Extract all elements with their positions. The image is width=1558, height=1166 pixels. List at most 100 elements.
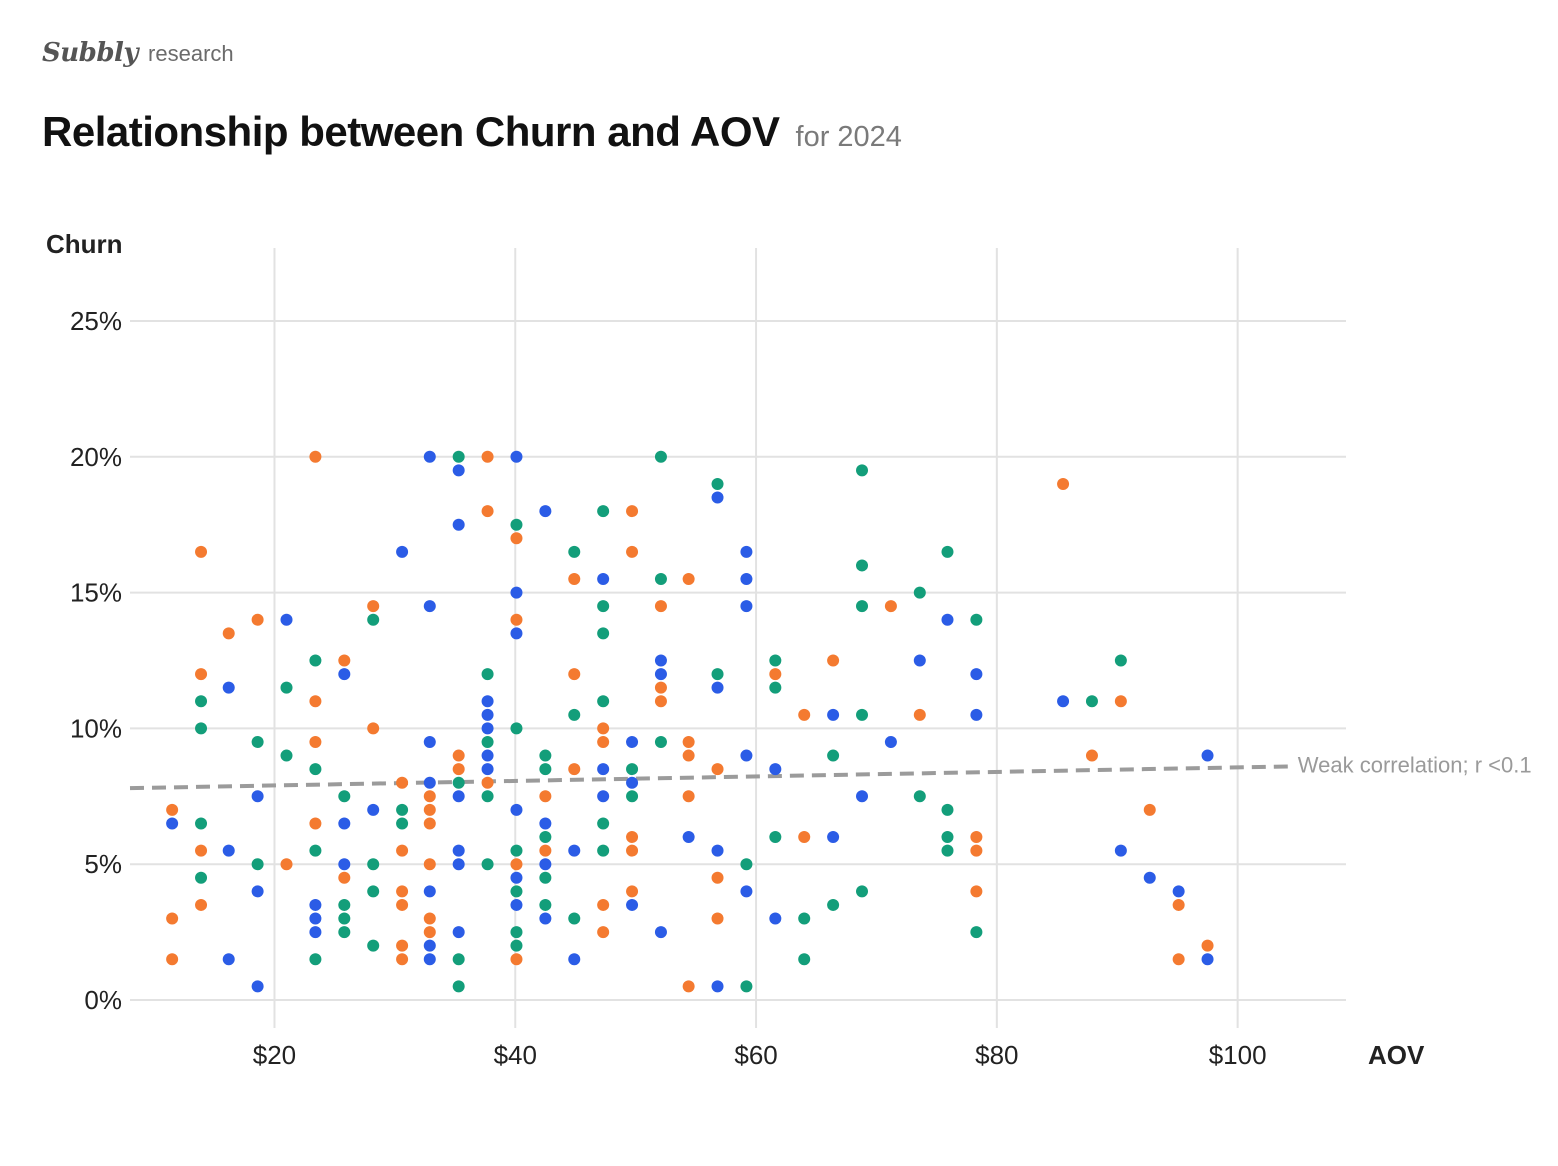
data-point-blue [740,545,753,558]
data-point-green [338,912,351,925]
data-point-blue [711,681,724,694]
data-point-blue [539,505,552,518]
data-point-orange [654,600,667,613]
data-point-blue [338,858,351,871]
data-point-blue [367,803,380,816]
data-point-orange [423,858,436,871]
data-point-orange [1114,695,1127,708]
data-point-green [913,790,926,803]
y-tick-label: 5% [84,849,122,879]
y-tick-label: 0% [84,985,122,1015]
data-point-green [941,831,954,844]
data-point-green [539,749,552,762]
data-point-orange [423,912,436,925]
data-point-blue [481,763,494,776]
data-point-orange [396,898,409,911]
data-point-orange [568,573,581,586]
data-point-green [510,518,523,531]
data-point-blue [423,735,436,748]
data-point-orange [798,831,811,844]
y-tick-label: 10% [70,713,122,743]
data-point-blue [222,681,235,694]
data-point-blue [827,831,840,844]
data-point-green [970,926,983,939]
data-point-blue [597,573,610,586]
data-point-orange [423,790,436,803]
data-point-green [510,885,523,898]
data-point-green [856,559,869,572]
data-point-green [568,708,581,721]
data-point-blue [251,980,264,993]
data-point-blue [913,654,926,667]
data-point-green [941,545,954,558]
data-point-green [1085,695,1098,708]
data-point-orange [597,722,610,735]
data-point-green [769,831,782,844]
data-point-orange [309,735,322,748]
data-point-green [309,844,322,857]
data-point-blue [251,790,264,803]
data-point-orange [510,613,523,626]
data-point-green [338,926,351,939]
y-tick-label: 20% [70,442,122,472]
data-point-blue [423,776,436,789]
data-points [166,450,1214,993]
data-point-orange [251,613,264,626]
data-point-blue [654,926,667,939]
data-point-blue [510,586,523,599]
x-tick-label: $40 [494,1040,537,1070]
data-point-blue [309,912,322,925]
data-point-orange [195,668,208,681]
data-point-orange [913,708,926,721]
data-point-orange [654,695,667,708]
data-point-orange [396,776,409,789]
data-point-orange [166,953,179,966]
data-point-green [367,858,380,871]
data-point-green [510,939,523,952]
data-point-orange [1057,477,1070,490]
data-point-green [597,505,610,518]
data-point-blue [682,831,695,844]
data-point-blue [769,912,782,925]
data-point-green [856,600,869,613]
data-point-blue [510,871,523,884]
data-point-blue [452,858,465,871]
data-point-blue [452,464,465,477]
data-point-blue [597,763,610,776]
data-point-blue [711,980,724,993]
data-point-orange [539,844,552,857]
data-point-orange [597,898,610,911]
data-point-blue [510,898,523,911]
data-point-green [539,871,552,884]
data-point-orange [510,532,523,545]
data-point-blue [740,749,753,762]
data-point-green [195,722,208,735]
data-point-orange [452,763,465,776]
data-point-orange [452,749,465,762]
data-point-orange [827,654,840,667]
data-point-green [597,817,610,830]
data-point-orange [309,817,322,830]
data-point-orange [711,871,724,884]
data-point-green [539,898,552,911]
data-point-orange [626,545,639,558]
data-point-orange [568,763,581,776]
data-point-green [481,735,494,748]
brand-logo: Subbly [42,38,139,68]
data-point-green [913,586,926,599]
data-point-green [539,763,552,776]
data-point-orange [367,722,380,735]
data-point-green [769,654,782,667]
y-axis: 0% 5% 10% 15% 20% 25% [70,306,122,1015]
data-point-orange [396,885,409,898]
data-point-orange [309,695,322,708]
brand: Subbly research [42,38,234,68]
data-point-orange [970,885,983,898]
data-point-orange [423,817,436,830]
data-point-orange [682,980,695,993]
data-point-orange [970,831,983,844]
data-point-green [251,858,264,871]
data-point-green [195,695,208,708]
title-row: Relationship between Churn and AOV for 2… [42,108,902,156]
